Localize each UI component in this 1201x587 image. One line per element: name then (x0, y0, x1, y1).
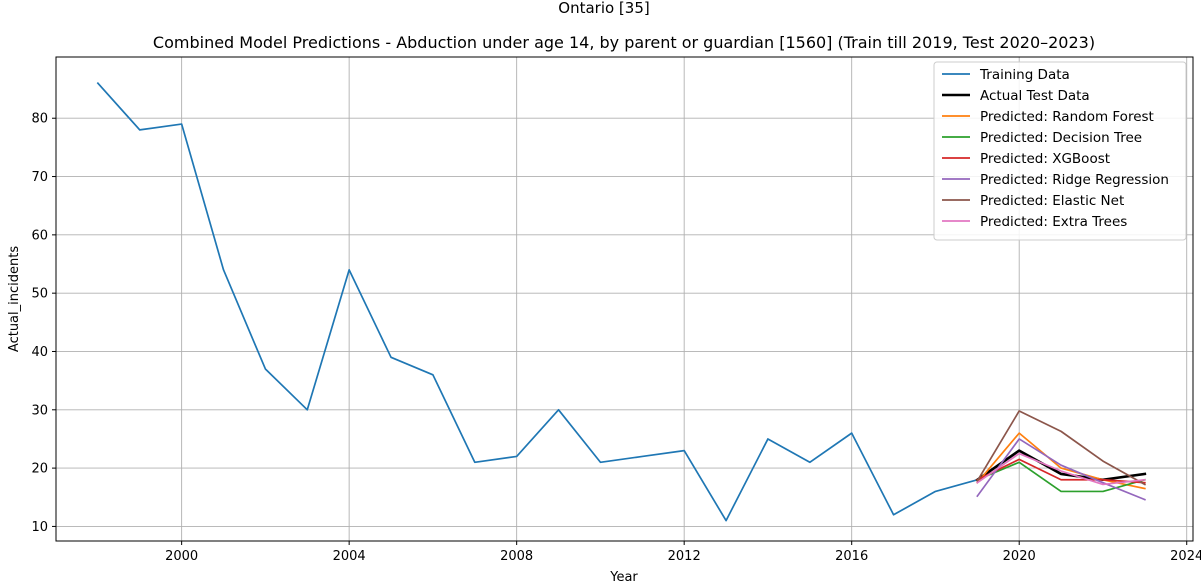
y-tick-label: 10 (31, 520, 48, 535)
x-tick-label: 2004 (333, 549, 366, 564)
legend-label-predicted-random-forest: Predicted: Random Forest (980, 109, 1154, 125)
series-layer (96, 82, 1147, 522)
y-tick-label: 20 (31, 462, 48, 477)
x-tick-label: 2020 (1003, 549, 1036, 564)
legend-label-predicted-ridge-regression: Predicted: Ridge Regression (980, 172, 1169, 188)
y-tick-label: 70 (31, 170, 48, 185)
y-tick-label: 60 (31, 228, 48, 243)
series-line-actual-test-data (975, 449, 1147, 482)
x-tick-label: 2000 (165, 549, 198, 564)
legend-label-predicted-elastic-net: Predicted: Elastic Net (980, 193, 1124, 209)
series-line-training-data (96, 82, 979, 522)
chart-title: Combined Model Predictions - Abduction u… (153, 33, 1095, 52)
legend: Training Data Actual Test Data Predicted: … (933, 61, 1187, 241)
figure-suptitle: Ontario [35] (558, 0, 649, 17)
y-axis-label: Actual_incidents (7, 246, 22, 352)
x-tick-label: 2012 (668, 549, 701, 564)
legend-label-actual-test-data: Actual Test Data (980, 88, 1090, 104)
y-tick-label: 40 (31, 345, 48, 360)
series-line-predicted-ridge-regression (976, 438, 1146, 501)
series-line-predicted-extra-trees (976, 452, 1146, 486)
x-tick-label: 2016 (835, 549, 868, 564)
legend-label-predicted-extra-trees: Predicted: Extra Trees (980, 214, 1127, 230)
legend-label-training-data: Training Data (979, 67, 1070, 83)
series-line-predicted-xgboost (976, 458, 1146, 484)
x-axis-label: Year (609, 570, 638, 583)
ticks: 2000 2004 2008 2012 2016 2020 2024 10 20 30 40 50 60… (31, 112, 1201, 564)
x-tick-label: 2024 (1170, 549, 1201, 564)
x-tick-label: 2008 (500, 549, 533, 564)
plot-frame (55, 56, 1194, 542)
legend-box (933, 61, 1187, 241)
legend-label-predicted-xgboost: Predicted: XGBoost (980, 151, 1110, 167)
series-line-predicted-elastic-net (976, 410, 1146, 486)
legend-label-predicted-decision-tree: Predicted: Decision Tree (980, 130, 1142, 146)
y-tick-label: 30 (31, 403, 48, 418)
y-tick-label: 50 (31, 287, 48, 302)
y-tick-label: 80 (31, 112, 48, 127)
